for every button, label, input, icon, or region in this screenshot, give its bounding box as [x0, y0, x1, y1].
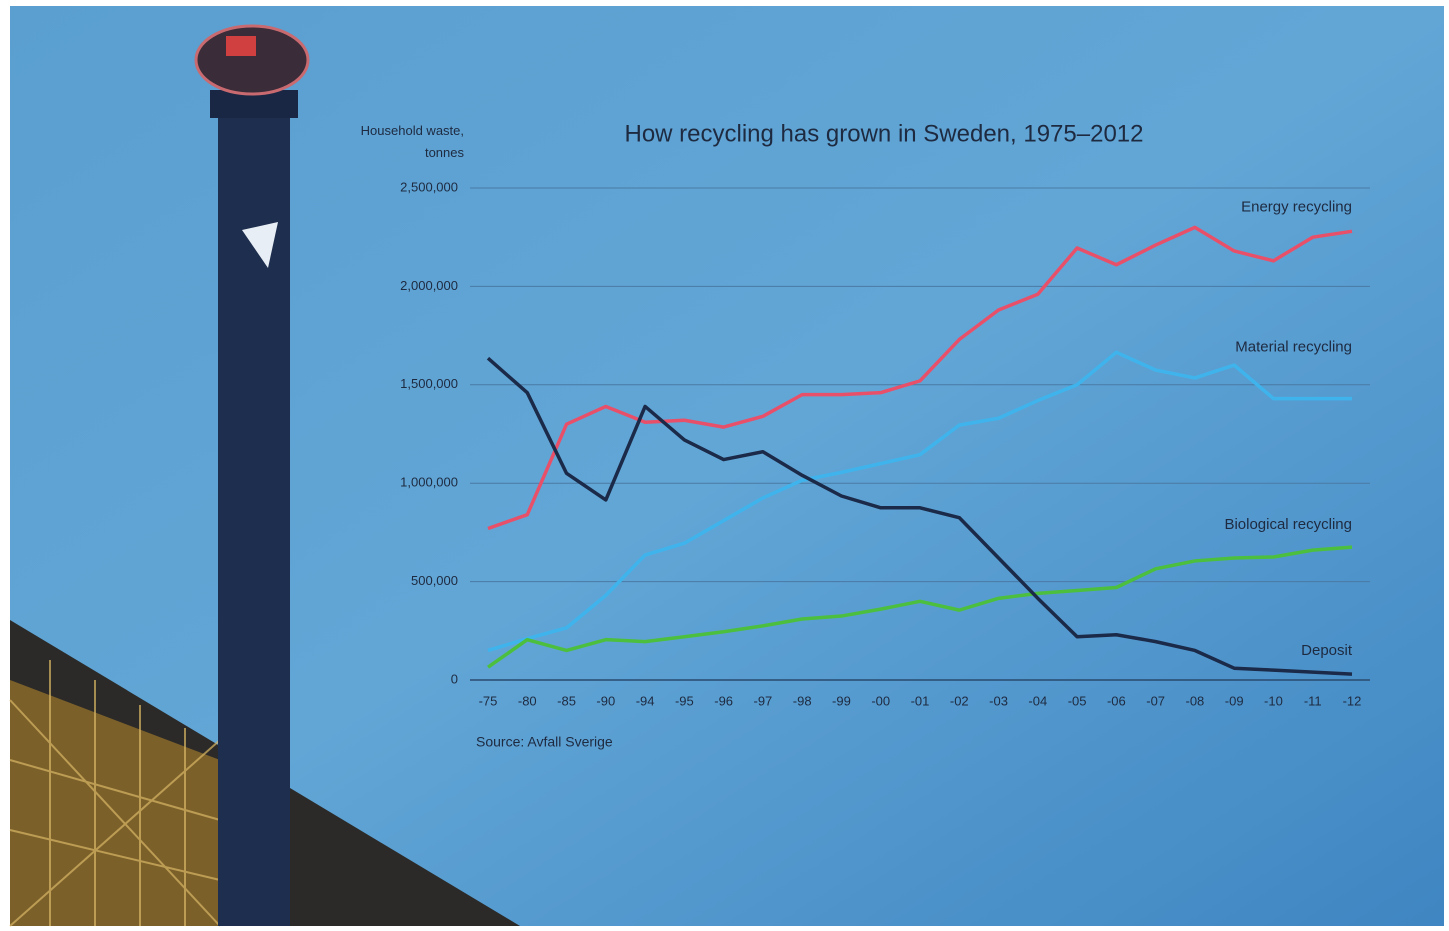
source: Source: Avfall Sverige	[476, 734, 613, 750]
x-tick-label: -02	[950, 693, 969, 708]
series-line	[486, 545, 1353, 669]
x-tick-label: -85	[557, 693, 576, 708]
x-tick-label: -11	[1304, 693, 1322, 708]
series-label: Deposit	[1301, 642, 1353, 659]
x-tick-label: -09	[1225, 693, 1244, 708]
chart-title: How recycling has grown in Sweden, 1975–…	[625, 120, 1144, 147]
x-tick-label: -01	[911, 693, 930, 708]
y-tick-label: 2,500,000	[400, 179, 458, 194]
x-tick-label: -75	[479, 693, 498, 708]
y-tick-label: 0	[451, 671, 458, 686]
y-axis-label: Household waste, tonnes	[360, 123, 464, 160]
y-tick-label: 2,000,000	[400, 278, 458, 293]
x-tick-label: -97	[754, 693, 773, 708]
x-tick-label: -05	[1068, 693, 1087, 708]
chimney	[194, 24, 310, 926]
x-tick-label: -95	[675, 693, 694, 708]
x-tick-label: -07	[1146, 693, 1165, 708]
x-tick-label: -10	[1264, 693, 1283, 708]
x-tick-label: -12	[1343, 693, 1362, 708]
series-label: Material recycling	[1235, 339, 1352, 356]
x-tick-label: -80	[518, 693, 537, 708]
series-line	[487, 350, 1352, 653]
series-line	[487, 225, 1353, 531]
x-tick-label: -03	[989, 693, 1008, 708]
x-tick-label: -98	[793, 693, 812, 708]
series-label: Energy recycling	[1241, 198, 1352, 215]
x-tick-label: -99	[832, 693, 851, 708]
x-tick-label: -94	[636, 693, 655, 708]
series-label: Biological recycling	[1224, 516, 1352, 533]
x-tick-label: -06	[1107, 693, 1126, 708]
x-tick-label: -00	[871, 693, 890, 708]
y-tick-label: 1,000,000	[400, 475, 458, 490]
x-tick-label: -96	[714, 693, 733, 708]
y-tick-label: 1,500,000	[400, 376, 458, 391]
y-tick-label: 500,000	[411, 573, 458, 588]
x-tick-label: -08	[1186, 693, 1205, 708]
x-tick-label: -90	[596, 693, 615, 708]
series-line	[486, 356, 1353, 676]
x-tick-label: -04	[1028, 693, 1047, 708]
